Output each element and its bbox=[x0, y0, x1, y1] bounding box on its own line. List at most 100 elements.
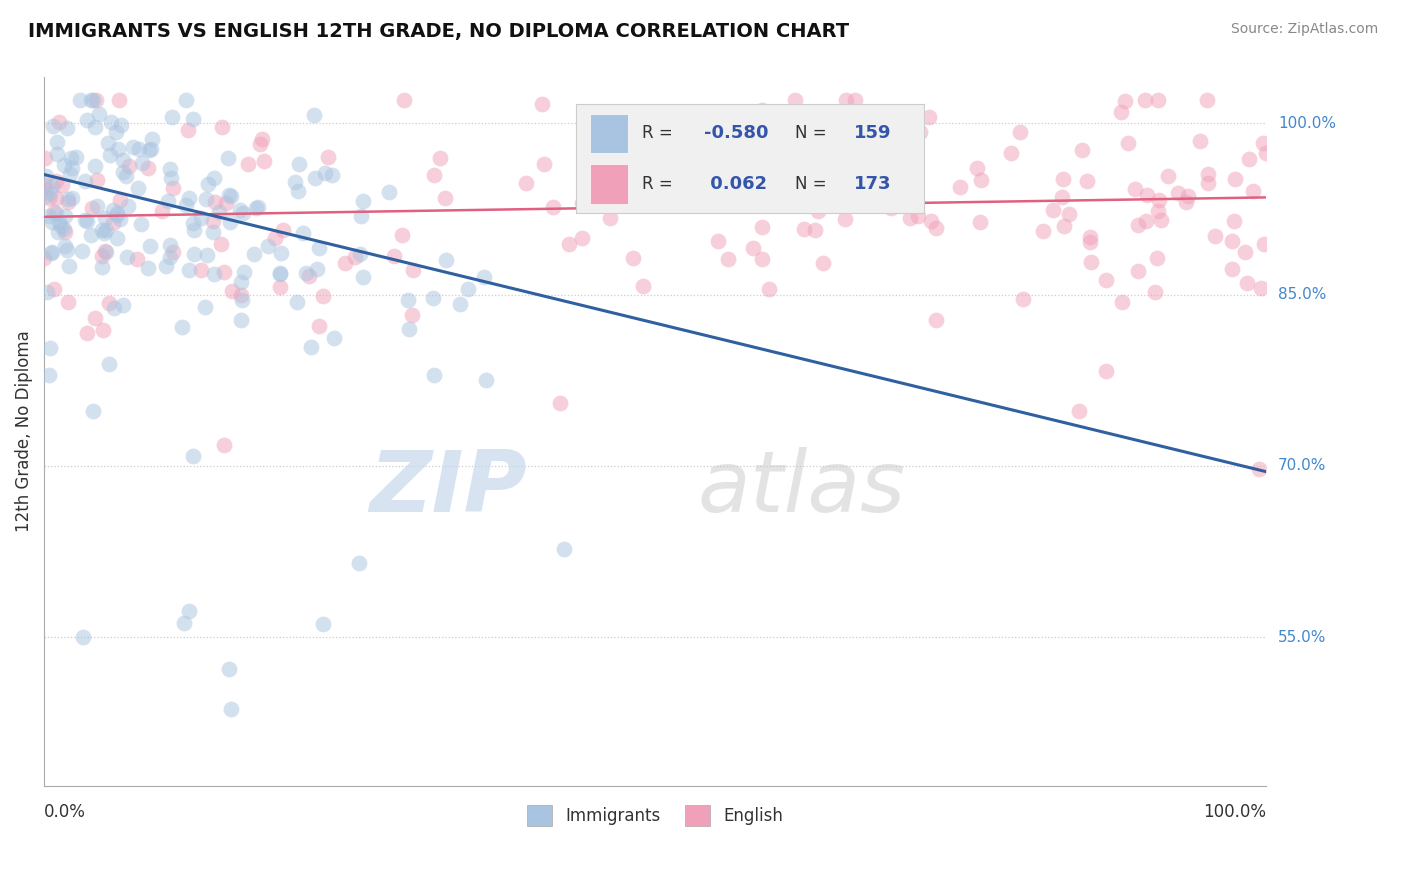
Point bbox=[323, 330, 346, 344]
Point bbox=[1254, 145, 1277, 160]
Point bbox=[1135, 214, 1157, 228]
Point bbox=[97, 296, 120, 310]
Point bbox=[100, 115, 122, 129]
Point bbox=[285, 294, 308, 309]
Point bbox=[811, 256, 834, 270]
Point bbox=[903, 119, 925, 133]
Point bbox=[202, 171, 225, 186]
Point bbox=[194, 301, 217, 315]
Point bbox=[308, 241, 330, 255]
Point bbox=[93, 226, 115, 240]
Point bbox=[60, 161, 83, 175]
Point bbox=[1197, 177, 1219, 191]
Point bbox=[515, 176, 537, 190]
Point bbox=[94, 223, 117, 237]
Point bbox=[423, 368, 446, 382]
Point bbox=[429, 151, 451, 165]
Point bbox=[270, 246, 292, 260]
Point bbox=[920, 214, 942, 228]
Point bbox=[783, 93, 806, 107]
Point bbox=[1146, 251, 1168, 265]
Point bbox=[51, 178, 73, 192]
Point bbox=[233, 265, 256, 279]
Point bbox=[72, 630, 94, 644]
Point bbox=[1126, 264, 1149, 278]
Point bbox=[1189, 134, 1212, 148]
Point bbox=[76, 214, 98, 228]
Point bbox=[41, 245, 63, 260]
Point bbox=[1012, 292, 1035, 306]
Point bbox=[110, 211, 132, 226]
Point bbox=[264, 231, 287, 245]
Point bbox=[321, 169, 343, 183]
Point bbox=[1042, 202, 1064, 217]
Point bbox=[1133, 93, 1156, 107]
Point bbox=[108, 93, 131, 107]
Point bbox=[553, 542, 575, 557]
Point bbox=[170, 320, 193, 334]
Point bbox=[53, 158, 76, 172]
Point bbox=[949, 180, 972, 194]
Point bbox=[229, 313, 252, 327]
Point bbox=[221, 285, 243, 299]
Point bbox=[803, 223, 825, 237]
Point bbox=[127, 181, 149, 195]
Text: 100.0%: 100.0% bbox=[1278, 116, 1336, 130]
Point bbox=[1150, 212, 1173, 227]
Point bbox=[34, 252, 56, 266]
Point bbox=[138, 261, 160, 276]
Point bbox=[58, 259, 80, 273]
Point bbox=[56, 243, 79, 257]
Point bbox=[84, 93, 107, 107]
Point bbox=[1053, 219, 1076, 233]
Point bbox=[558, 236, 581, 251]
Point bbox=[111, 165, 134, 179]
Point bbox=[84, 159, 107, 173]
Point bbox=[121, 140, 143, 154]
Point bbox=[1204, 228, 1226, 243]
Point bbox=[1220, 261, 1243, 276]
Point bbox=[398, 321, 420, 335]
Point bbox=[1116, 136, 1139, 150]
Point bbox=[179, 191, 201, 205]
Point bbox=[162, 180, 184, 194]
Point bbox=[697, 143, 720, 157]
Point bbox=[41, 178, 63, 193]
Point bbox=[1220, 234, 1243, 248]
Point bbox=[97, 358, 120, 372]
Text: atlas: atlas bbox=[697, 447, 905, 530]
Point bbox=[1177, 189, 1199, 203]
Point bbox=[73, 174, 96, 188]
Point bbox=[56, 294, 79, 309]
Point bbox=[117, 199, 139, 213]
Point bbox=[269, 266, 291, 280]
Point bbox=[159, 250, 181, 264]
Point bbox=[38, 191, 60, 205]
Point bbox=[835, 93, 858, 107]
Point bbox=[271, 222, 294, 236]
Point bbox=[533, 157, 555, 171]
Point bbox=[65, 150, 87, 164]
Point bbox=[298, 268, 321, 283]
Point bbox=[229, 202, 252, 217]
Point bbox=[56, 192, 79, 206]
Point bbox=[34, 178, 56, 192]
Point bbox=[457, 281, 479, 295]
Point bbox=[46, 226, 69, 240]
Point bbox=[82, 93, 104, 107]
Point bbox=[422, 291, 444, 305]
Point bbox=[391, 228, 413, 243]
Point bbox=[472, 269, 495, 284]
Point bbox=[91, 223, 114, 237]
Point bbox=[1032, 224, 1054, 238]
Point bbox=[257, 239, 280, 253]
Point bbox=[710, 189, 733, 203]
Point bbox=[1078, 235, 1101, 250]
Point bbox=[45, 206, 67, 220]
Text: Source: ZipAtlas.com: Source: ZipAtlas.com bbox=[1230, 22, 1378, 37]
Point bbox=[1197, 167, 1219, 181]
Point bbox=[706, 235, 728, 249]
Point bbox=[898, 211, 921, 225]
Point bbox=[42, 282, 65, 296]
Point bbox=[174, 198, 197, 212]
